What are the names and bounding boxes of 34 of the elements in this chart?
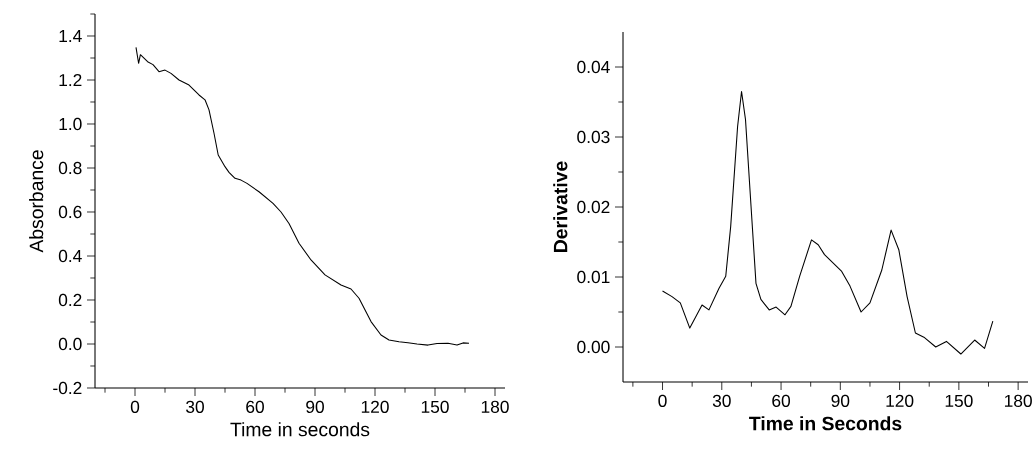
y-tick-label: 0.8: [58, 161, 82, 175]
y-tick-label: 0.03: [577, 130, 610, 144]
x-tick-label: 30: [712, 394, 731, 407]
y-tick-label: -0.2: [53, 381, 82, 395]
y-tick-label: 1.0: [59, 117, 82, 131]
x-tick-label: 180: [481, 400, 509, 413]
x-tick-label: 60: [772, 394, 791, 407]
y-tick-label: 1.4: [59, 30, 82, 42]
y-tick-label: 0.00: [577, 340, 610, 354]
y-tick-label: 0.6: [58, 205, 82, 219]
y-tick-label: 0.02: [577, 200, 610, 214]
y-axis-title: Derivative: [553, 161, 568, 252]
y-tick-label: 0.04: [577, 60, 610, 74]
y-tick-label: 1.2: [59, 73, 82, 87]
x-tick-label: 0: [658, 394, 667, 407]
x-tick-label: 150: [421, 400, 449, 413]
line-series: [661, 90, 994, 355]
y-tick-label: 0.2: [58, 293, 82, 307]
y-tick-label: 0.01: [577, 270, 610, 284]
x-tick-label: 120: [886, 394, 914, 407]
y-axis-title: Absorbance: [29, 150, 44, 253]
x-tick-label: 90: [306, 400, 324, 413]
y-tick-label: 0.0: [58, 337, 82, 351]
x-tick-label: 120: [361, 400, 389, 413]
x-tick-label: 30: [186, 400, 204, 413]
x-tick-label: 150: [945, 394, 973, 407]
x-axis-title: Time in seconds: [230, 422, 370, 437]
x-tick-label: 60: [246, 400, 264, 413]
line-series: [135, 46, 470, 346]
x-tick-label: 90: [831, 394, 850, 407]
y-tick-label: 0.4: [58, 249, 82, 263]
x-tick-label: 0: [130, 400, 140, 413]
x-tick-label: 180: [1004, 394, 1032, 407]
x-axis-title: Time in Seconds: [749, 416, 902, 431]
